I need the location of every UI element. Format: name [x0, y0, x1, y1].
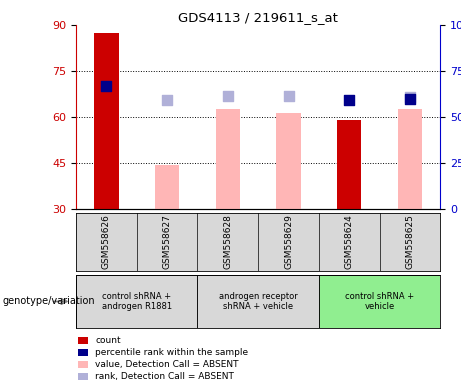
Point — [346, 97, 353, 103]
Bar — [197, 275, 319, 328]
Bar — [216, 109, 240, 209]
Point — [164, 97, 171, 103]
Text: control shRNA +
androgen R1881: control shRNA + androgen R1881 — [102, 292, 172, 311]
Point — [285, 93, 292, 99]
Text: GSM558627: GSM558627 — [163, 215, 171, 269]
Text: percentile rank within the sample: percentile rank within the sample — [95, 348, 248, 357]
Text: count: count — [95, 336, 121, 344]
Bar — [277, 113, 301, 209]
Bar — [398, 109, 422, 209]
Point — [103, 83, 110, 89]
Text: GSM558624: GSM558624 — [345, 215, 354, 269]
Bar — [95, 33, 118, 209]
Bar — [319, 275, 440, 328]
Title: GDS4113 / 219611_s_at: GDS4113 / 219611_s_at — [178, 11, 338, 24]
Text: GSM558625: GSM558625 — [405, 215, 414, 269]
Text: genotype/variation: genotype/variation — [2, 296, 95, 306]
Text: androgen receptor
shRNA + vehicle: androgen receptor shRNA + vehicle — [219, 292, 297, 311]
Text: GSM558626: GSM558626 — [102, 215, 111, 269]
Text: value, Detection Call = ABSENT: value, Detection Call = ABSENT — [95, 359, 239, 369]
Text: control shRNA +
vehicle: control shRNA + vehicle — [345, 292, 414, 311]
Text: GSM558628: GSM558628 — [223, 215, 232, 269]
Point — [406, 96, 414, 102]
Text: GSM558629: GSM558629 — [284, 215, 293, 269]
Point — [406, 94, 414, 100]
Bar — [398, 109, 422, 209]
Text: rank, Detection Call = ABSENT: rank, Detection Call = ABSENT — [95, 372, 234, 381]
Point — [224, 93, 231, 99]
Bar — [76, 275, 197, 328]
Bar — [155, 165, 179, 209]
Bar — [337, 120, 361, 209]
